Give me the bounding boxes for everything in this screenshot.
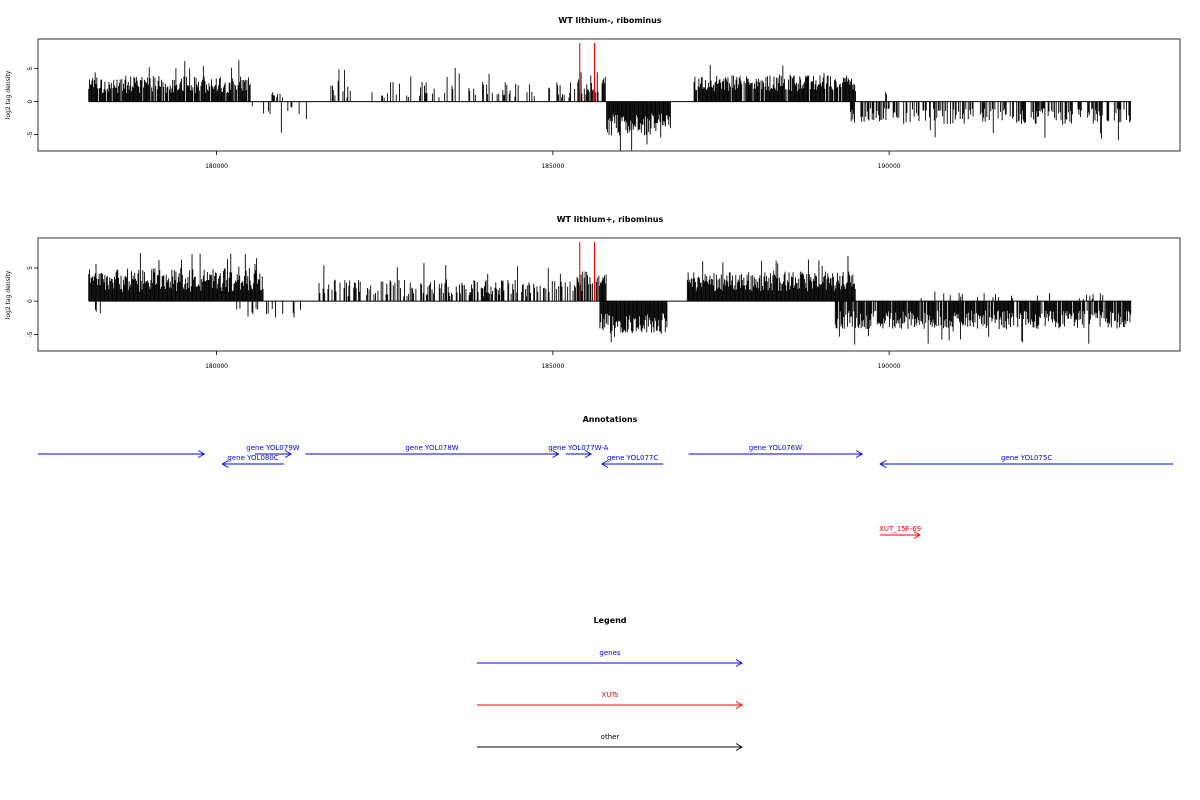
feature-gene-yol080c: gene YOL080C <box>221 454 284 468</box>
y-axis: -5 0 5 <box>27 67 38 138</box>
feature-gene-yol077c: gene YOL077C <box>600 454 664 468</box>
feature-unlabeled <box>38 450 206 458</box>
arrow-head <box>221 460 229 468</box>
legend-label: genes <box>599 649 620 657</box>
arrow-head <box>198 450 206 458</box>
y-tick-label: -5 <box>27 331 34 337</box>
feature-label: gene YOL080C <box>227 454 278 462</box>
annotations-title: Annotations <box>583 415 638 424</box>
y-tick-label: 5 <box>27 67 34 71</box>
track-panel-lithium-minus: WT lithium-, ribominus log2 tag density … <box>5 16 1181 170</box>
feature-label: gene YOL076W <box>749 444 802 452</box>
feature-label: gene YOL077W-A <box>548 444 608 452</box>
legend-arrow-head <box>735 743 743 751</box>
legend-label: XUTs <box>602 691 619 699</box>
panel-title: WT lithium-, ribominus <box>558 16 661 25</box>
legend-item-other: other <box>477 733 743 751</box>
arrow-head <box>584 450 592 458</box>
red-markers <box>579 242 596 302</box>
x-axis: 180000 185000 190000 <box>205 351 901 370</box>
y-tick-label: 0 <box>27 299 34 303</box>
x-tick-label: 185000 <box>541 163 564 170</box>
feature-label: XUT_15F-69 <box>879 525 921 533</box>
x-tick-label: 180000 <box>205 163 228 170</box>
y-tick-label: 5 <box>27 266 34 270</box>
legend-items: genes XUTs other <box>477 649 743 751</box>
legend-title: Legend <box>593 616 626 625</box>
feature-gene-yol077w-a: gene YOL077W-A <box>548 444 609 458</box>
y-tick-label: 0 <box>27 100 34 104</box>
feature-arrows: gene YOL079W gene YOL080C gene YOL078W gene… <box>38 444 1173 539</box>
legend-label: other <box>601 733 620 741</box>
panel-title: WT lithium+, ribominus <box>557 215 664 224</box>
x-tick-label: 185000 <box>541 363 564 370</box>
legend-item-xuts: XUTs <box>477 691 743 709</box>
y-tick-label: -5 <box>27 131 34 137</box>
feature-gene-yol075c: gene YOL075C <box>879 454 1173 468</box>
track-panel-lithium-plus: WT lithium+, ribominus log2 tag density … <box>5 215 1181 370</box>
plot-frame <box>37 38 1181 152</box>
legend: Legend genes XUTs other <box>477 616 743 751</box>
arrow-head <box>552 450 560 458</box>
legend-arrow-head <box>735 701 743 709</box>
x-axis: 180000 185000 190000 <box>205 151 901 170</box>
feature-gene-yol079w: gene YOL079W <box>246 444 300 458</box>
feature-label: gene YOL078W <box>405 444 458 452</box>
feature-label: gene YOL075C <box>1001 454 1052 462</box>
x-tick-label: 190000 <box>878 363 901 370</box>
y-axis-label: log2 tag density <box>5 270 12 319</box>
legend-item-genes: genes <box>477 649 743 667</box>
y-axis-label: log2 tag density <box>5 70 12 119</box>
density-bars <box>88 253 1132 345</box>
feature-label: gene YOL077C <box>607 454 658 462</box>
arrow-head <box>855 450 864 458</box>
feature-label: gene YOL079W <box>246 444 299 452</box>
arrow-head <box>913 531 921 539</box>
arrow-head <box>879 460 887 468</box>
x-tick-label: 180000 <box>205 363 228 370</box>
plot-frame <box>37 237 1181 352</box>
x-tick-label: 190000 <box>878 163 901 170</box>
feature-gene-yol076w: gene YOL076W <box>688 444 864 458</box>
arrow-head <box>284 450 292 458</box>
feature-gene-yol078w: gene YOL078W <box>305 444 560 458</box>
legend-arrow-head <box>735 659 743 667</box>
feature-xut-15f-69: XUT_15F-69 <box>879 525 921 539</box>
y-axis: -5 0 5 <box>27 266 38 337</box>
density-bars <box>88 60 1132 152</box>
red-markers <box>579 43 596 102</box>
arrow-head <box>600 460 609 468</box>
